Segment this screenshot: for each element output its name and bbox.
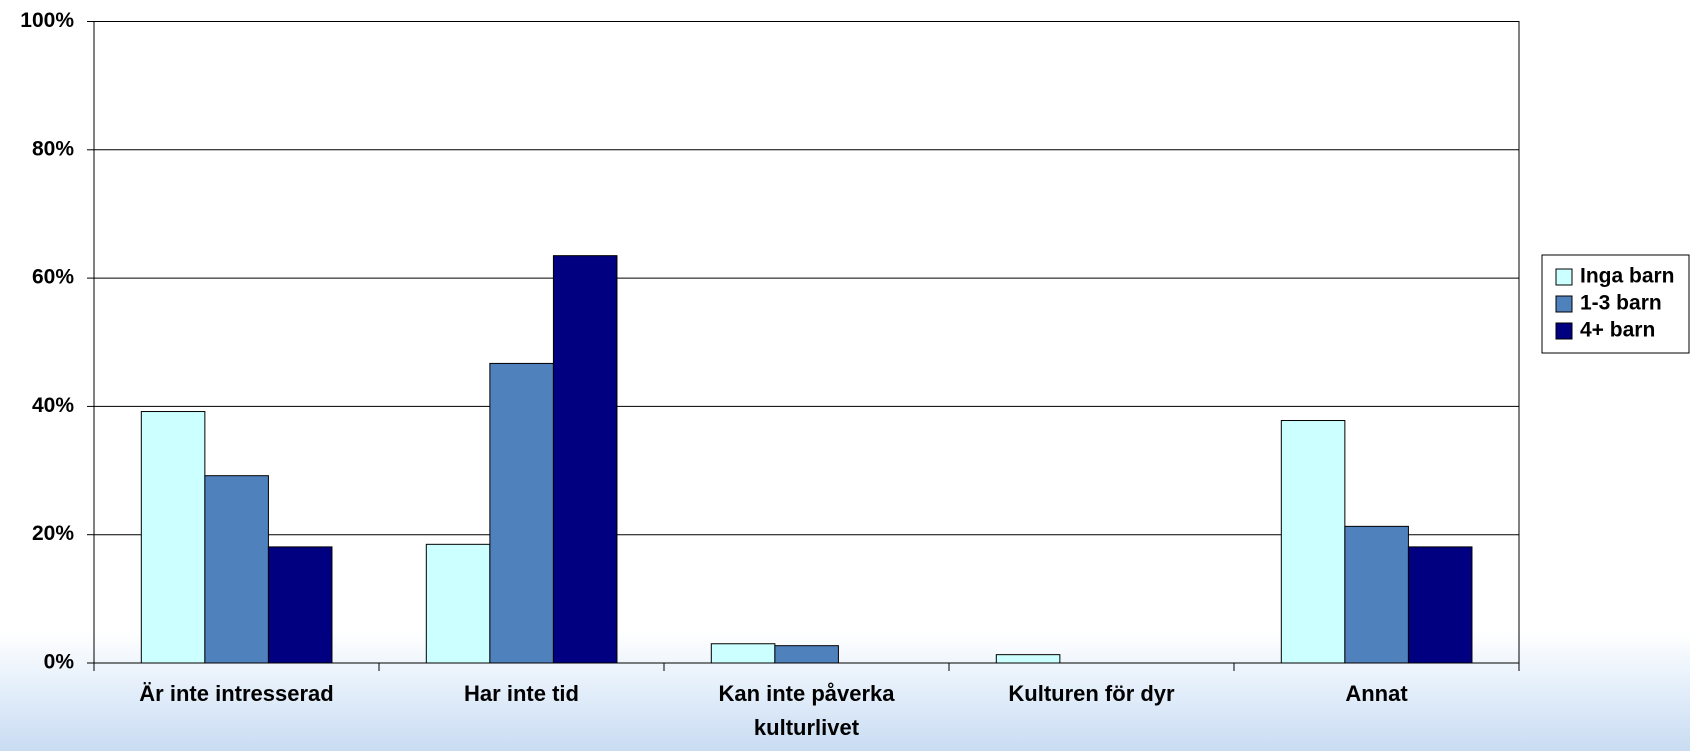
x-tick-label: Annat bbox=[1345, 681, 1408, 706]
legend-swatch bbox=[1555, 268, 1573, 286]
y-tick-label: 0% bbox=[44, 651, 75, 674]
y-tick-label: 100% bbox=[20, 9, 74, 32]
y-tick-label: 40% bbox=[32, 394, 74, 417]
bar bbox=[552, 255, 618, 664]
x-tick-label: Är inte intresserad bbox=[139, 681, 334, 706]
bar bbox=[267, 546, 333, 664]
bar bbox=[995, 654, 1061, 664]
bar bbox=[1280, 420, 1346, 664]
y-tick-label: 80% bbox=[32, 137, 74, 160]
bar bbox=[204, 475, 269, 664]
legend-swatch bbox=[1555, 322, 1573, 340]
x-tick-label: Kulturen för dyr bbox=[1008, 681, 1175, 706]
legend-label: 1-3 barn bbox=[1580, 292, 1662, 315]
x-tick-label: Har inte tid bbox=[464, 681, 579, 706]
legend-label: Inga barn bbox=[1580, 265, 1675, 288]
bar bbox=[1407, 546, 1473, 664]
bar bbox=[710, 643, 776, 664]
bar bbox=[140, 411, 206, 664]
y-tick-label: 20% bbox=[32, 522, 74, 545]
bar bbox=[774, 645, 839, 664]
legend-swatch bbox=[1555, 295, 1573, 313]
y-tick-label: 60% bbox=[32, 266, 74, 289]
bar bbox=[489, 362, 554, 664]
x-tick-label: Kan inte påverka kulturlivet bbox=[718, 681, 895, 740]
legend-label: 4+ barn bbox=[1580, 319, 1655, 342]
bar bbox=[425, 543, 491, 664]
bar bbox=[1344, 525, 1409, 664]
